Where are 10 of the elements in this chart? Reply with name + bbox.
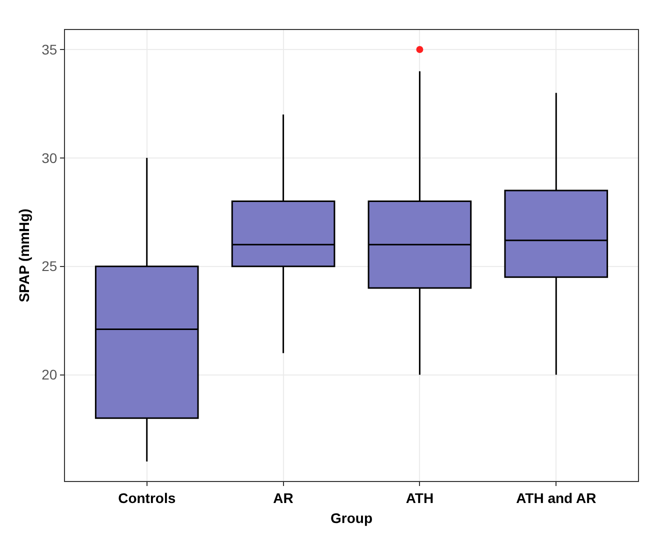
y-tick-label: 35 [42,41,58,58]
x-tick-label: ATH and AR [516,490,596,506]
x-tick-label: Controls [118,490,176,506]
y-tick-label: 25 [42,258,58,274]
x-tick-label: AR [273,490,294,506]
y-axis-title: SPAP (mmHg) [16,208,32,302]
x-tick-label: ATH [406,490,434,506]
y-tick-label: 20 [42,366,58,383]
x-axis-title: Group [330,510,372,526]
y-tick-label: 30 [42,150,58,166]
